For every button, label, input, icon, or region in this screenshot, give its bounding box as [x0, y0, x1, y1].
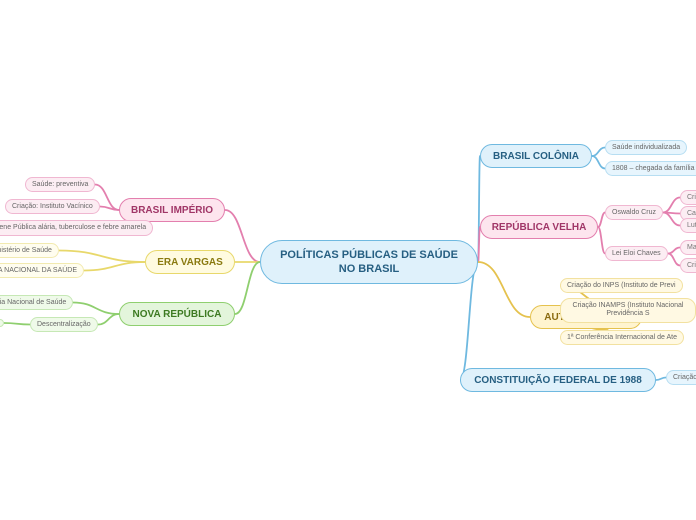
branch-imperio: BRASIL IMPÉRIO — [119, 198, 225, 222]
leaf-novarep-1: Descentralização — [30, 317, 98, 332]
leaf-repvelha-0: Oswaldo Cruz — [605, 205, 663, 220]
leaf-imperio-0: Saúde: preventiva — [25, 177, 95, 192]
branch-colonia: BRASIL COLÔNIA — [480, 144, 592, 168]
leaf-vargas-1: A 2ª CONFERÊNCIA NACIONAL DA SAÚDE — [0, 263, 84, 278]
sub-novarep-1-0 — [0, 319, 4, 327]
branch-vargas: ERA VARGAS — [145, 250, 235, 274]
leaf-novarep-0: 8ª Conferência Nacional de Saúde — [0, 295, 73, 310]
leaf-repvelha-1: Lei Eloi Chaves — [605, 246, 668, 261]
branch-const1988: CONSTITUIÇÃO FEDERAL DE 1988 — [460, 368, 656, 392]
leaf-colonia-1: 1808 – chegada da família real: iní — [605, 161, 696, 176]
leaf-imperio-1: Criação: Instituto Vacínico — [5, 199, 100, 214]
leaf-autoritarismo-0: Criação do INPS (Instituto de Previ — [560, 278, 683, 293]
leaf-autoritarismo-1: Criação INAMPS (Instituto Nacional Previ… — [560, 298, 696, 323]
leaf-colonia-0: Saúde individualizada — [605, 140, 687, 155]
sub-repvelha-0-0: Criação — [680, 190, 696, 205]
leaf-imperio-2: ação: Lei Higiene Pública alária, tuberc… — [0, 220, 153, 236]
center-node: POLÍTICAS PÚBLICAS DE SAÚDE NO BRASIL — [260, 240, 478, 284]
leaf-const1988-0: Criação do — [666, 370, 696, 385]
branch-repvelha: REPÚBLICA VELHA — [480, 215, 598, 239]
sub-repvelha-0-2: Luta c — [680, 218, 696, 233]
sub-repvelha-1-1: Criaçã — [680, 258, 696, 273]
branch-novarep: NOVA REPÚBLICA — [119, 302, 235, 326]
leaf-vargas-0: ação: Ministério de Saúde — [0, 243, 59, 258]
leaf-autoritarismo-2: 1ª Conferência Internacional de Ate — [560, 330, 684, 345]
sub-repvelha-1-0: Marco — [680, 240, 696, 255]
